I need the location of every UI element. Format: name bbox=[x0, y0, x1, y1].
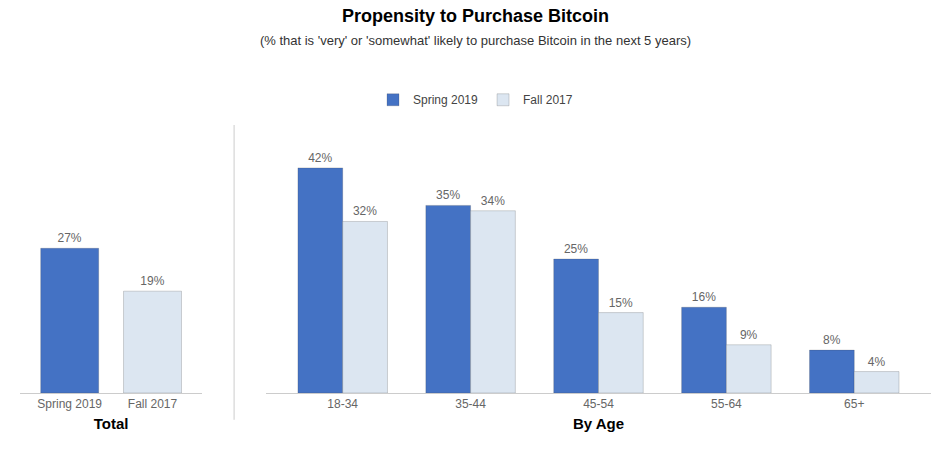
svg-text:32%: 32% bbox=[353, 204, 377, 218]
svg-text:Fall 2017: Fall 2017 bbox=[128, 397, 178, 411]
svg-text:Spring 2019: Spring 2019 bbox=[413, 93, 478, 107]
svg-text:35-44: 35-44 bbox=[455, 397, 486, 411]
svg-text:8%: 8% bbox=[823, 333, 841, 347]
svg-text:16%: 16% bbox=[692, 290, 716, 304]
svg-text:By Age: By Age bbox=[573, 415, 624, 432]
svg-text:42%: 42% bbox=[308, 151, 332, 165]
svg-text:Propensity to Purchase Bitcoin: Propensity to Purchase Bitcoin(% that is… bbox=[260, 6, 691, 48]
svg-text:15%: 15% bbox=[609, 296, 633, 310]
svg-text:45-54: 45-54 bbox=[583, 397, 614, 411]
svg-text:Total: Total bbox=[94, 415, 129, 432]
svg-text:65+: 65+ bbox=[844, 397, 864, 411]
svg-text:34%: 34% bbox=[481, 194, 505, 208]
svg-text:19%: 19% bbox=[140, 274, 164, 288]
svg-text:18-34: 18-34 bbox=[327, 397, 358, 411]
svg-text:55-64: 55-64 bbox=[711, 397, 742, 411]
svg-text:27%: 27% bbox=[58, 231, 82, 245]
svg-text:25%: 25% bbox=[564, 242, 588, 256]
svg-text:Fall 2017: Fall 2017 bbox=[523, 93, 573, 107]
svg-text:Spring 2019: Spring 2019 bbox=[37, 397, 102, 411]
svg-text:35%: 35% bbox=[436, 188, 460, 202]
svg-text:4%: 4% bbox=[868, 355, 886, 369]
svg-text:9%: 9% bbox=[740, 328, 758, 342]
